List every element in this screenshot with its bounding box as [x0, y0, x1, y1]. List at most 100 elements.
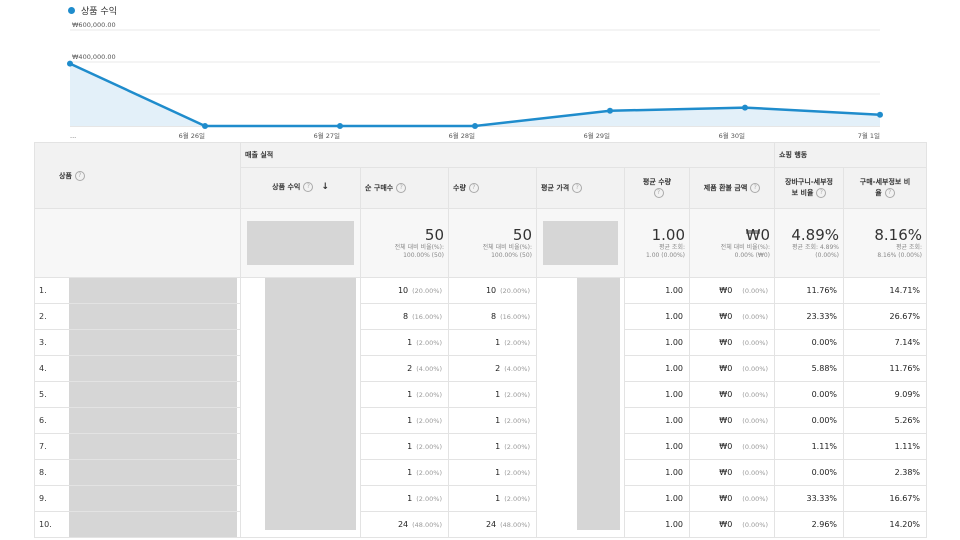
refund-cell: ₩0 (0.00%): [688, 459, 776, 486]
quantity-cell: 1 (2.00%): [448, 433, 537, 460]
redacted-product-name[interactable]: [69, 512, 237, 537]
cell-percent: (48.00%): [500, 521, 530, 529]
data-point[interactable]: [337, 123, 343, 129]
refund-cell: ₩0 (0.00%): [688, 485, 776, 512]
chart-legend[interactable]: 상품 수익: [68, 4, 117, 17]
redacted-product-name[interactable]: [69, 278, 237, 303]
data-point[interactable]: [67, 60, 73, 67]
column-header-quantity[interactable]: 수량?: [448, 167, 537, 209]
cell-value: ₩0: [719, 416, 733, 425]
summary-refund: ₩0 전체 대비 비율(%): 0.00% (₩0): [688, 208, 776, 278]
cart-ratio-cell: 2.96%: [774, 511, 845, 538]
x-tick-label: 6월 29일: [584, 131, 610, 140]
row-index: 7.: [39, 442, 47, 451]
help-icon[interactable]: ?: [468, 182, 479, 193]
cell-percent: (2.00%): [416, 391, 442, 399]
cell-percent: (16.00%): [412, 313, 442, 321]
cell-percent: (0.00%): [742, 339, 769, 347]
summary-note: 평균 조회:: [658, 243, 685, 251]
row-index: 9.: [39, 494, 47, 503]
table-row[interactable]: 10. 24 (48.00%) 24 (48.00%) 1.00 ₩0 (0.00%) 2.96…: [34, 511, 928, 538]
column-header-buy-detail[interactable]: 구매-세부정보 비 율?: [843, 167, 928, 209]
avg-qty-cell: 1.00: [624, 381, 690, 408]
cell-value: ₩0: [719, 338, 733, 347]
column-header-product[interactable]: 상품?: [34, 142, 241, 209]
summary-note: 전체 대비 비율(%):: [482, 243, 532, 251]
table-row[interactable]: 8. 1 (2.00%) 1 (2.00%) 1.00 ₩0 (0.00%) 0.00% 2.38…: [34, 459, 928, 486]
cell-value: 1: [407, 442, 413, 451]
data-point[interactable]: [607, 107, 613, 114]
cell-value: ₩0: [719, 312, 733, 321]
sort-down-icon[interactable]: ↓: [321, 182, 329, 193]
help-icon[interactable]: ?: [572, 182, 583, 193]
summary-revenue-cell: [240, 208, 361, 278]
table-row[interactable]: 9. 1 (2.00%) 1 (2.00%) 1.00 ₩0 (0.00%) 33.33% 16.…: [34, 485, 928, 512]
y-tick-label: ₩600,000.00: [72, 21, 116, 29]
redacted-product-name[interactable]: [69, 408, 237, 433]
sales-group-label: 매출 실적: [245, 151, 274, 159]
cell-value: 24: [485, 520, 497, 529]
table-row[interactable]: 6. 1 (2.00%) 1 (2.00%) 1.00 ₩0 (0.00%) 0.00% 5.26…: [34, 407, 928, 434]
data-point[interactable]: [472, 123, 478, 129]
redacted-product-name[interactable]: [69, 330, 237, 355]
cell-value: ₩0: [719, 468, 733, 477]
table-row[interactable]: 2. 8 (16.00%) 8 (16.00%) 1.00 ₩0 (0.00%) 23.33% 2…: [34, 303, 928, 330]
summary-note: 평균 조회: 4.89%: [792, 243, 840, 251]
help-icon[interactable]: ?: [396, 182, 407, 193]
group-header-sales: 매출 실적: [239, 142, 776, 168]
data-point[interactable]: [742, 104, 748, 111]
cell-percent: (4.00%): [504, 365, 530, 373]
redacted-product-name[interactable]: [69, 382, 237, 407]
data-point[interactable]: [877, 111, 883, 118]
row-index-cell: 9.: [34, 485, 241, 512]
table-row[interactable]: 1. 10 (20.00%) 10 (20.00%) 1.00 ₩0 (0.00%) 11.76…: [34, 277, 928, 538]
help-icon[interactable]: ?: [816, 187, 827, 198]
cell-percent: (20.00%): [500, 287, 530, 295]
cell-value: 1: [407, 338, 413, 347]
unique-purchases-cell: 24 (48.00%): [360, 511, 449, 538]
cell-percent: (0.00%): [742, 443, 769, 451]
help-icon[interactable]: ?: [303, 182, 314, 193]
quantity-cell: 1 (2.00%): [448, 381, 537, 408]
help-icon[interactable]: ?: [884, 187, 895, 198]
x-tick-label: 7월 1일: [858, 131, 880, 140]
redacted-avg-price-column: [536, 277, 625, 538]
summary-unique-purchases: 50 전체 대비 비율(%): 100.00% (50): [360, 208, 449, 278]
buy-ratio-cell: 16.67%: [843, 485, 928, 512]
avg-qty-cell: 1.00: [624, 355, 690, 382]
summary-note: 전체 대비 비율(%):: [720, 243, 771, 251]
row-index-cell: 2.: [34, 303, 241, 330]
column-header-cart-detail[interactable]: 장바구니-세부정 보 비율?: [774, 167, 845, 209]
table-row[interactable]: 5. 1 (2.00%) 1 (2.00%) 1.00 ₩0 (0.00%) 0.00% 9.09…: [34, 381, 928, 408]
redacted-product-name[interactable]: [69, 460, 237, 485]
quantity-cell: 10 (20.00%): [448, 277, 537, 304]
cart-ratio-cell: 0.00%: [774, 329, 845, 356]
quantity-cell: 1 (2.00%): [448, 459, 537, 486]
column-header-revenue[interactable]: 상품 수익? ↓: [240, 167, 361, 209]
summary-note: (0.00%): [815, 251, 840, 259]
y-tick-label: ₩400,000.00: [72, 53, 116, 61]
help-icon[interactable]: ?: [74, 170, 85, 181]
redacted-product-name[interactable]: [69, 486, 237, 511]
report-table: 상품? 매출 실적 쇼핑 행동 상품 수익? ↓ 순 구매수? 수량? 평균 가격…: [34, 142, 928, 538]
cell-value: 1: [495, 338, 501, 347]
revenue-header-label: 상품 수익: [272, 183, 301, 192]
table-row[interactable]: 4. 2 (4.00%) 2 (4.00%) 1.00 ₩0 (0.00%) 5.88% 11.7…: [34, 355, 928, 382]
row-index: 3.: [39, 338, 47, 347]
help-icon[interactable]: ?: [750, 182, 761, 193]
redacted-product-name[interactable]: [69, 304, 237, 329]
redacted-product-name[interactable]: [69, 434, 237, 459]
redacted-block: [247, 221, 354, 265]
table-row[interactable]: 3. 1 (2.00%) 1 (2.00%) 1.00 ₩0 (0.00%) 0.00% 7.14…: [34, 329, 928, 356]
column-header-unique-purchases[interactable]: 순 구매수?: [360, 167, 449, 209]
column-header-avg-qty[interactable]: 평균 수량?: [624, 167, 690, 209]
cell-value: 23.33%: [806, 312, 838, 321]
table-row[interactable]: 7. 1 (2.00%) 1 (2.00%) 1.00 ₩0 (0.00%) 1.11% 1.11…: [34, 433, 928, 460]
data-point[interactable]: [202, 123, 208, 129]
row-index-cell: 10.: [34, 511, 241, 538]
cell-value: 2: [407, 364, 413, 373]
help-icon[interactable]: ?: [653, 187, 664, 198]
redacted-product-name[interactable]: [69, 356, 237, 381]
column-header-refund[interactable]: 제품 환불 금액?: [688, 167, 776, 209]
column-header-avg-price[interactable]: 평균 가격?: [536, 167, 625, 209]
